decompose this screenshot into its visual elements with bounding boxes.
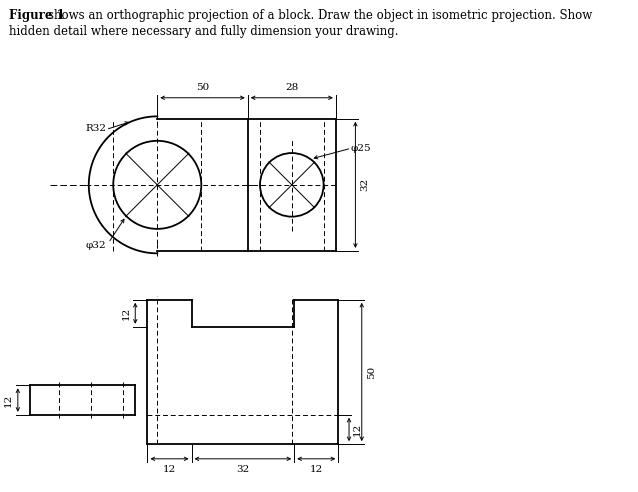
Text: 12: 12 (353, 423, 362, 436)
Text: 12: 12 (121, 307, 130, 320)
Text: 50: 50 (367, 366, 376, 379)
Text: Figure 1: Figure 1 (9, 9, 65, 22)
Text: 50: 50 (196, 83, 209, 92)
Text: 28: 28 (285, 83, 299, 92)
Text: φ32: φ32 (85, 242, 106, 250)
Text: shows an orthographic projection of a block. Draw the object in isometric projec: shows an orthographic projection of a bl… (48, 9, 593, 22)
Text: 32: 32 (360, 178, 369, 191)
Text: 32: 32 (236, 464, 249, 474)
Text: 12: 12 (4, 394, 13, 407)
Text: 12: 12 (163, 464, 176, 474)
Text: 12: 12 (309, 464, 323, 474)
Text: φ25: φ25 (350, 144, 371, 153)
Text: hidden detail where necessary and fully dimension your drawing.: hidden detail where necessary and fully … (9, 25, 399, 38)
Text: R32: R32 (85, 124, 107, 133)
